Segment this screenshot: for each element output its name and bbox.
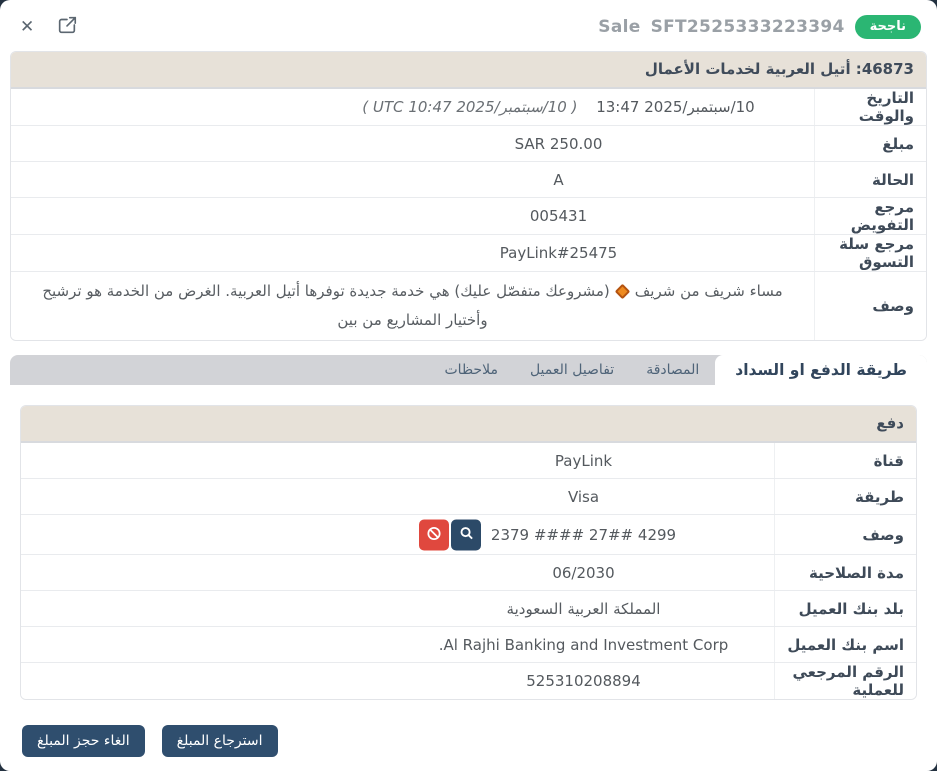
row-value: 06/2030 [552,563,615,582]
row-value: 2379 #### 27## 4299 [21,522,774,548]
row-label: قناة [774,443,916,478]
description-text: مساء شريف من شريف(مشروعك متفصّل عليك) هي… [42,282,783,329]
summary-table: 46873: أتيل العربية لخدمات الأعمال التار… [10,51,927,341]
row-label: مدة الصلاحية [774,555,916,590]
row-label: مرجع سلة التسوق [814,235,926,271]
topbar: ناجحة SFT2525333223394 Sale ✕ [0,0,937,47]
row-value: المملكة العربية السعودية [506,599,661,618]
row-label: اسم بنك العميل [774,627,916,662]
table-row-description: وصف مساء شريف من شريف(مشروعك متفصّل عليك… [11,272,926,340]
payment-tab-panel: دفع قناة PayLink طريقة Visa وصف 2379 ###… [0,385,937,704]
table-row-channel: قناة PayLink [21,443,916,479]
table-row-bank-name: اسم بنك العميل Al Rajhi Banking and Inve… [21,627,916,663]
tab-notes[interactable]: ملاحظات [444,362,498,378]
close-button[interactable]: ✕ [14,16,40,37]
row-value: Visa [567,487,600,506]
row-value: SAR 250.00 [514,134,603,153]
close-icon: ✕ [20,17,35,36]
orange-diamond-icon [614,283,631,300]
table-row-bank-country: بلد بنك العميل المملكة العربية السعودية [21,591,916,627]
tab-customer-details[interactable]: تفاصيل العميل [529,362,615,378]
block-card-button[interactable] [419,519,449,550]
masked-card-number: 2379 #### 27## 4299 [490,525,677,544]
row-value: 10/سبتمبر/2025 13:47 ( 10/سبتمبر/2025 10… [11,94,814,120]
payment-table-title: دفع [21,406,916,443]
summary-table-title: 46873: أتيل العربية لخدمات الأعمال [11,52,926,89]
table-row-datetime: التاريخ والوقت 10/سبتمبر/2025 13:47 ( 10… [11,89,926,126]
datetime-utc: ( 10/سبتمبر/2025 10:47 UTC ) [362,98,578,116]
table-row-status: الحالة A [11,162,926,198]
row-value: PayLink [554,451,613,470]
tab-payment-method[interactable]: طريقة الدفع او السداد [715,355,927,385]
tab-bar: طريقة الدفع او السداد المصادقة تفاصيل ال… [10,355,927,385]
row-value: A [553,170,564,189]
payment-table: دفع قناة PayLink طريقة Visa وصف 2379 ###… [20,405,917,700]
table-row-expiry: مدة الصلاحية 06/2030 [21,555,916,591]
footer-actions: استرجاع المبلغ الغاء حجز المبلغ [0,709,937,771]
table-row-card-description: وصف 2379 #### 27## 4299 [21,515,916,555]
row-label: وصف [814,272,926,340]
row-label: بلد بنك العميل [774,591,916,626]
void-hold-button[interactable]: الغاء حجز المبلغ [22,725,145,757]
transaction-reference: SFT2525333223394 [650,16,845,37]
table-row-amount: مبلغ SAR 250.00 [11,126,926,162]
row-value: 525310208894 [526,672,641,690]
transaction-type-label: Sale [598,16,641,37]
row-label: طريقة [774,479,916,514]
search-icon [459,526,474,544]
table-row-cart-reference: مرجع سلة التسوق PayLink#25475 [11,235,926,272]
table-row-transaction-reference: الرقم المرجعي للعملية 525310208894 [21,663,916,699]
row-label: مبلغ [814,126,926,161]
table-row-method: طريقة Visa [21,479,916,515]
row-value: 005431 [529,207,588,225]
block-icon [426,525,442,544]
share-icon [56,14,78,39]
tab-authentication[interactable]: المصادقة [646,362,700,378]
row-label: مرجع التفويض [814,198,926,234]
table-row-auth-reference: مرجع التفويض 005431 [11,198,926,235]
datetime-local: 10/سبتمبر/2025 13:47 [596,98,755,116]
status-badge: ناجحة [854,14,921,39]
row-label: التاريخ والوقت [814,89,926,125]
row-label: الرقم المرجعي للعملية [774,663,916,699]
refund-amount-button[interactable]: استرجاع المبلغ [161,725,278,757]
card-lookup-button[interactable] [451,519,481,550]
row-label: الحالة [814,162,926,197]
row-label: وصف [774,515,916,554]
share-button[interactable] [50,12,84,41]
row-value: PayLink#25475 [499,244,618,262]
card-actions [419,519,481,550]
row-value: Al Rajhi Banking and Investment Corp. [438,635,729,654]
